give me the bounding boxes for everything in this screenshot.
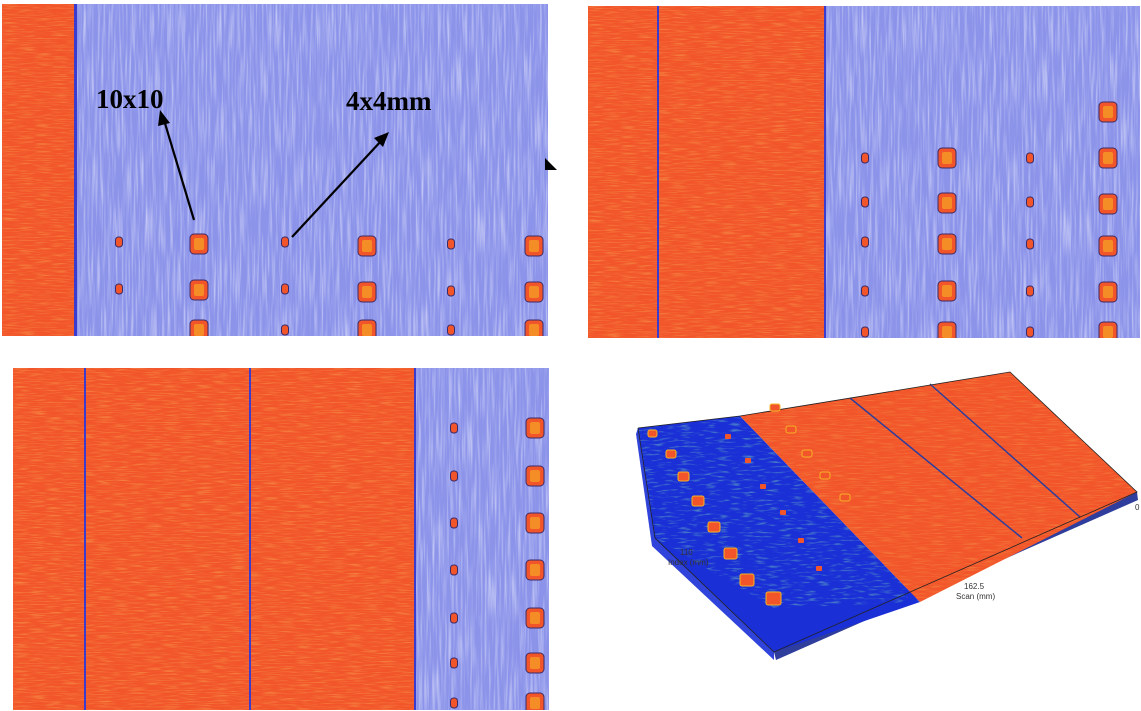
defect-marker — [281, 324, 289, 336]
defect-marker — [450, 564, 458, 576]
defect-marker — [281, 236, 289, 248]
defect-marker — [861, 326, 869, 338]
cscan-panel-2 — [588, 6, 1140, 338]
defects-3d — [647, 403, 851, 606]
defect-marker-core — [942, 238, 952, 250]
defect-column-large-2 — [1098, 101, 1118, 338]
defect-marker-core — [1103, 286, 1113, 298]
defect-marker — [450, 697, 458, 709]
arrow-4x4 — [291, 132, 389, 238]
defect-marker-core — [1103, 240, 1113, 252]
defect-marker-core — [530, 422, 540, 434]
defect-marker — [115, 236, 123, 248]
defect-column-small-3 — [447, 238, 455, 336]
scan-axis-label: Scan (mm) — [956, 592, 996, 601]
defect-marker-core — [362, 286, 372, 298]
defect-column-small-2 — [1026, 152, 1034, 338]
defect-marker-core — [529, 286, 539, 298]
defect-marker — [861, 236, 869, 248]
defect-column-large-1 — [189, 233, 209, 336]
defect-marker-core — [530, 697, 540, 709]
defect-marker-core — [942, 326, 952, 338]
label-10x10: 10x10 — [96, 84, 164, 114]
defect-column-small-1 — [115, 236, 123, 295]
defect-marker — [861, 152, 869, 164]
index-tick: 110 — [680, 548, 693, 557]
scan-tick: 162.5 — [964, 582, 985, 591]
defect-column-large-2 — [357, 235, 377, 336]
index-axis-label: Index (mm) — [668, 558, 709, 567]
defect-column-small-1 — [450, 422, 458, 709]
triangle-marker-icon — [545, 158, 557, 170]
defect-marker — [450, 517, 458, 529]
arrow-10x10 — [158, 110, 196, 221]
defect-marker — [447, 238, 455, 250]
defect-marker-core — [530, 564, 540, 576]
defect-marker-core — [1103, 198, 1113, 210]
defect-marker — [450, 470, 458, 482]
defect-marker — [1026, 152, 1034, 164]
defect-marker — [1026, 238, 1034, 250]
defect-marker-core — [530, 612, 540, 624]
defect-marker — [1026, 285, 1034, 297]
defect-marker-core — [1103, 106, 1113, 118]
defect-marker — [861, 285, 869, 297]
defect-marker — [450, 612, 458, 624]
label-4x4mm: 4x4mm — [346, 86, 432, 116]
defect-marker — [447, 285, 455, 297]
defect-marker — [281, 283, 289, 295]
defect-marker-core — [942, 285, 952, 297]
defect-marker — [1026, 326, 1034, 338]
defect-marker-core — [362, 324, 372, 336]
defect-column-large-1 — [937, 147, 957, 338]
defect-column-small-1 — [861, 152, 869, 338]
defect-column-small-2 — [281, 236, 289, 336]
defect-marker — [450, 657, 458, 669]
defect-column-large-1 — [525, 417, 545, 710]
defect-marker-core — [529, 240, 539, 252]
cscan-3d-plot: 110 Index (mm) 162.5 Scan (mm) 0 — [630, 362, 1141, 662]
defect-marker — [447, 324, 455, 336]
defect-marker — [1026, 196, 1034, 208]
defect-marker-core — [1103, 326, 1113, 338]
defect-marker-core — [194, 238, 204, 250]
defect-marker-core — [1103, 152, 1113, 164]
defect-marker-core — [942, 197, 952, 209]
defect-marker-core — [530, 470, 540, 482]
defect-marker-core — [530, 517, 540, 529]
defect-marker-core — [194, 284, 204, 296]
defect-marker-core — [529, 324, 539, 336]
defect-marker — [861, 196, 869, 208]
corner-tick: 0 — [1135, 503, 1140, 512]
defect-column-large-3 — [524, 235, 544, 336]
defect-marker-core — [194, 324, 204, 336]
defect-marker — [115, 283, 123, 295]
cscan-panel-3 — [13, 368, 549, 710]
defect-marker — [450, 422, 458, 434]
cscan-panel-1 — [2, 4, 548, 336]
defect-marker-core — [362, 240, 372, 252]
defect-marker-core — [942, 152, 952, 164]
defect-marker-core — [530, 657, 540, 669]
